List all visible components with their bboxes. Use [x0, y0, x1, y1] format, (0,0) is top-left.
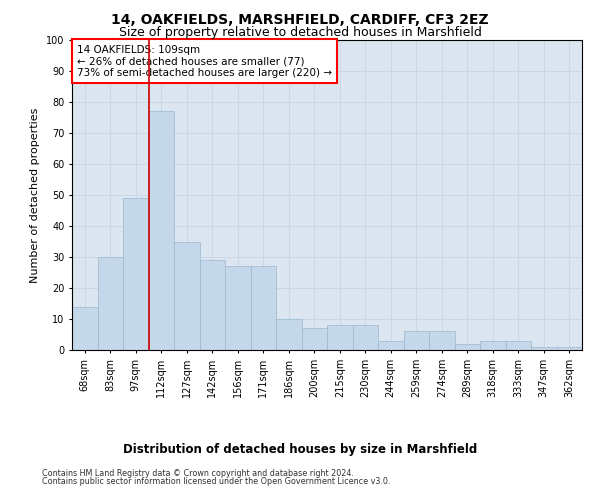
Bar	[123, 198, 149, 350]
Bar	[429, 332, 455, 350]
Bar	[557, 347, 582, 350]
Bar	[72, 306, 97, 350]
Bar	[505, 340, 531, 350]
Text: Contains HM Land Registry data © Crown copyright and database right 2024.: Contains HM Land Registry data © Crown c…	[42, 468, 354, 477]
Text: 14, OAKFIELDS, MARSHFIELD, CARDIFF, CF3 2EZ: 14, OAKFIELDS, MARSHFIELD, CARDIFF, CF3 …	[111, 12, 489, 26]
Text: Contains public sector information licensed under the Open Government Licence v3: Contains public sector information licen…	[42, 477, 391, 486]
Bar	[199, 260, 225, 350]
Bar	[404, 332, 429, 350]
Bar	[276, 319, 302, 350]
Text: Distribution of detached houses by size in Marshfield: Distribution of detached houses by size …	[123, 442, 477, 456]
Y-axis label: Number of detached properties: Number of detached properties	[31, 108, 40, 282]
Bar	[531, 347, 557, 350]
Bar	[353, 325, 378, 350]
Bar	[378, 340, 404, 350]
Bar	[302, 328, 327, 350]
Bar	[97, 257, 123, 350]
Bar	[327, 325, 353, 350]
Text: Size of property relative to detached houses in Marshfield: Size of property relative to detached ho…	[119, 26, 481, 39]
Bar	[455, 344, 480, 350]
Bar	[251, 266, 276, 350]
Bar	[480, 340, 505, 350]
Text: 14 OAKFIELDS: 109sqm
← 26% of detached houses are smaller (77)
73% of semi-detac: 14 OAKFIELDS: 109sqm ← 26% of detached h…	[77, 44, 332, 78]
Bar	[149, 112, 174, 350]
Bar	[225, 266, 251, 350]
Bar	[174, 242, 199, 350]
